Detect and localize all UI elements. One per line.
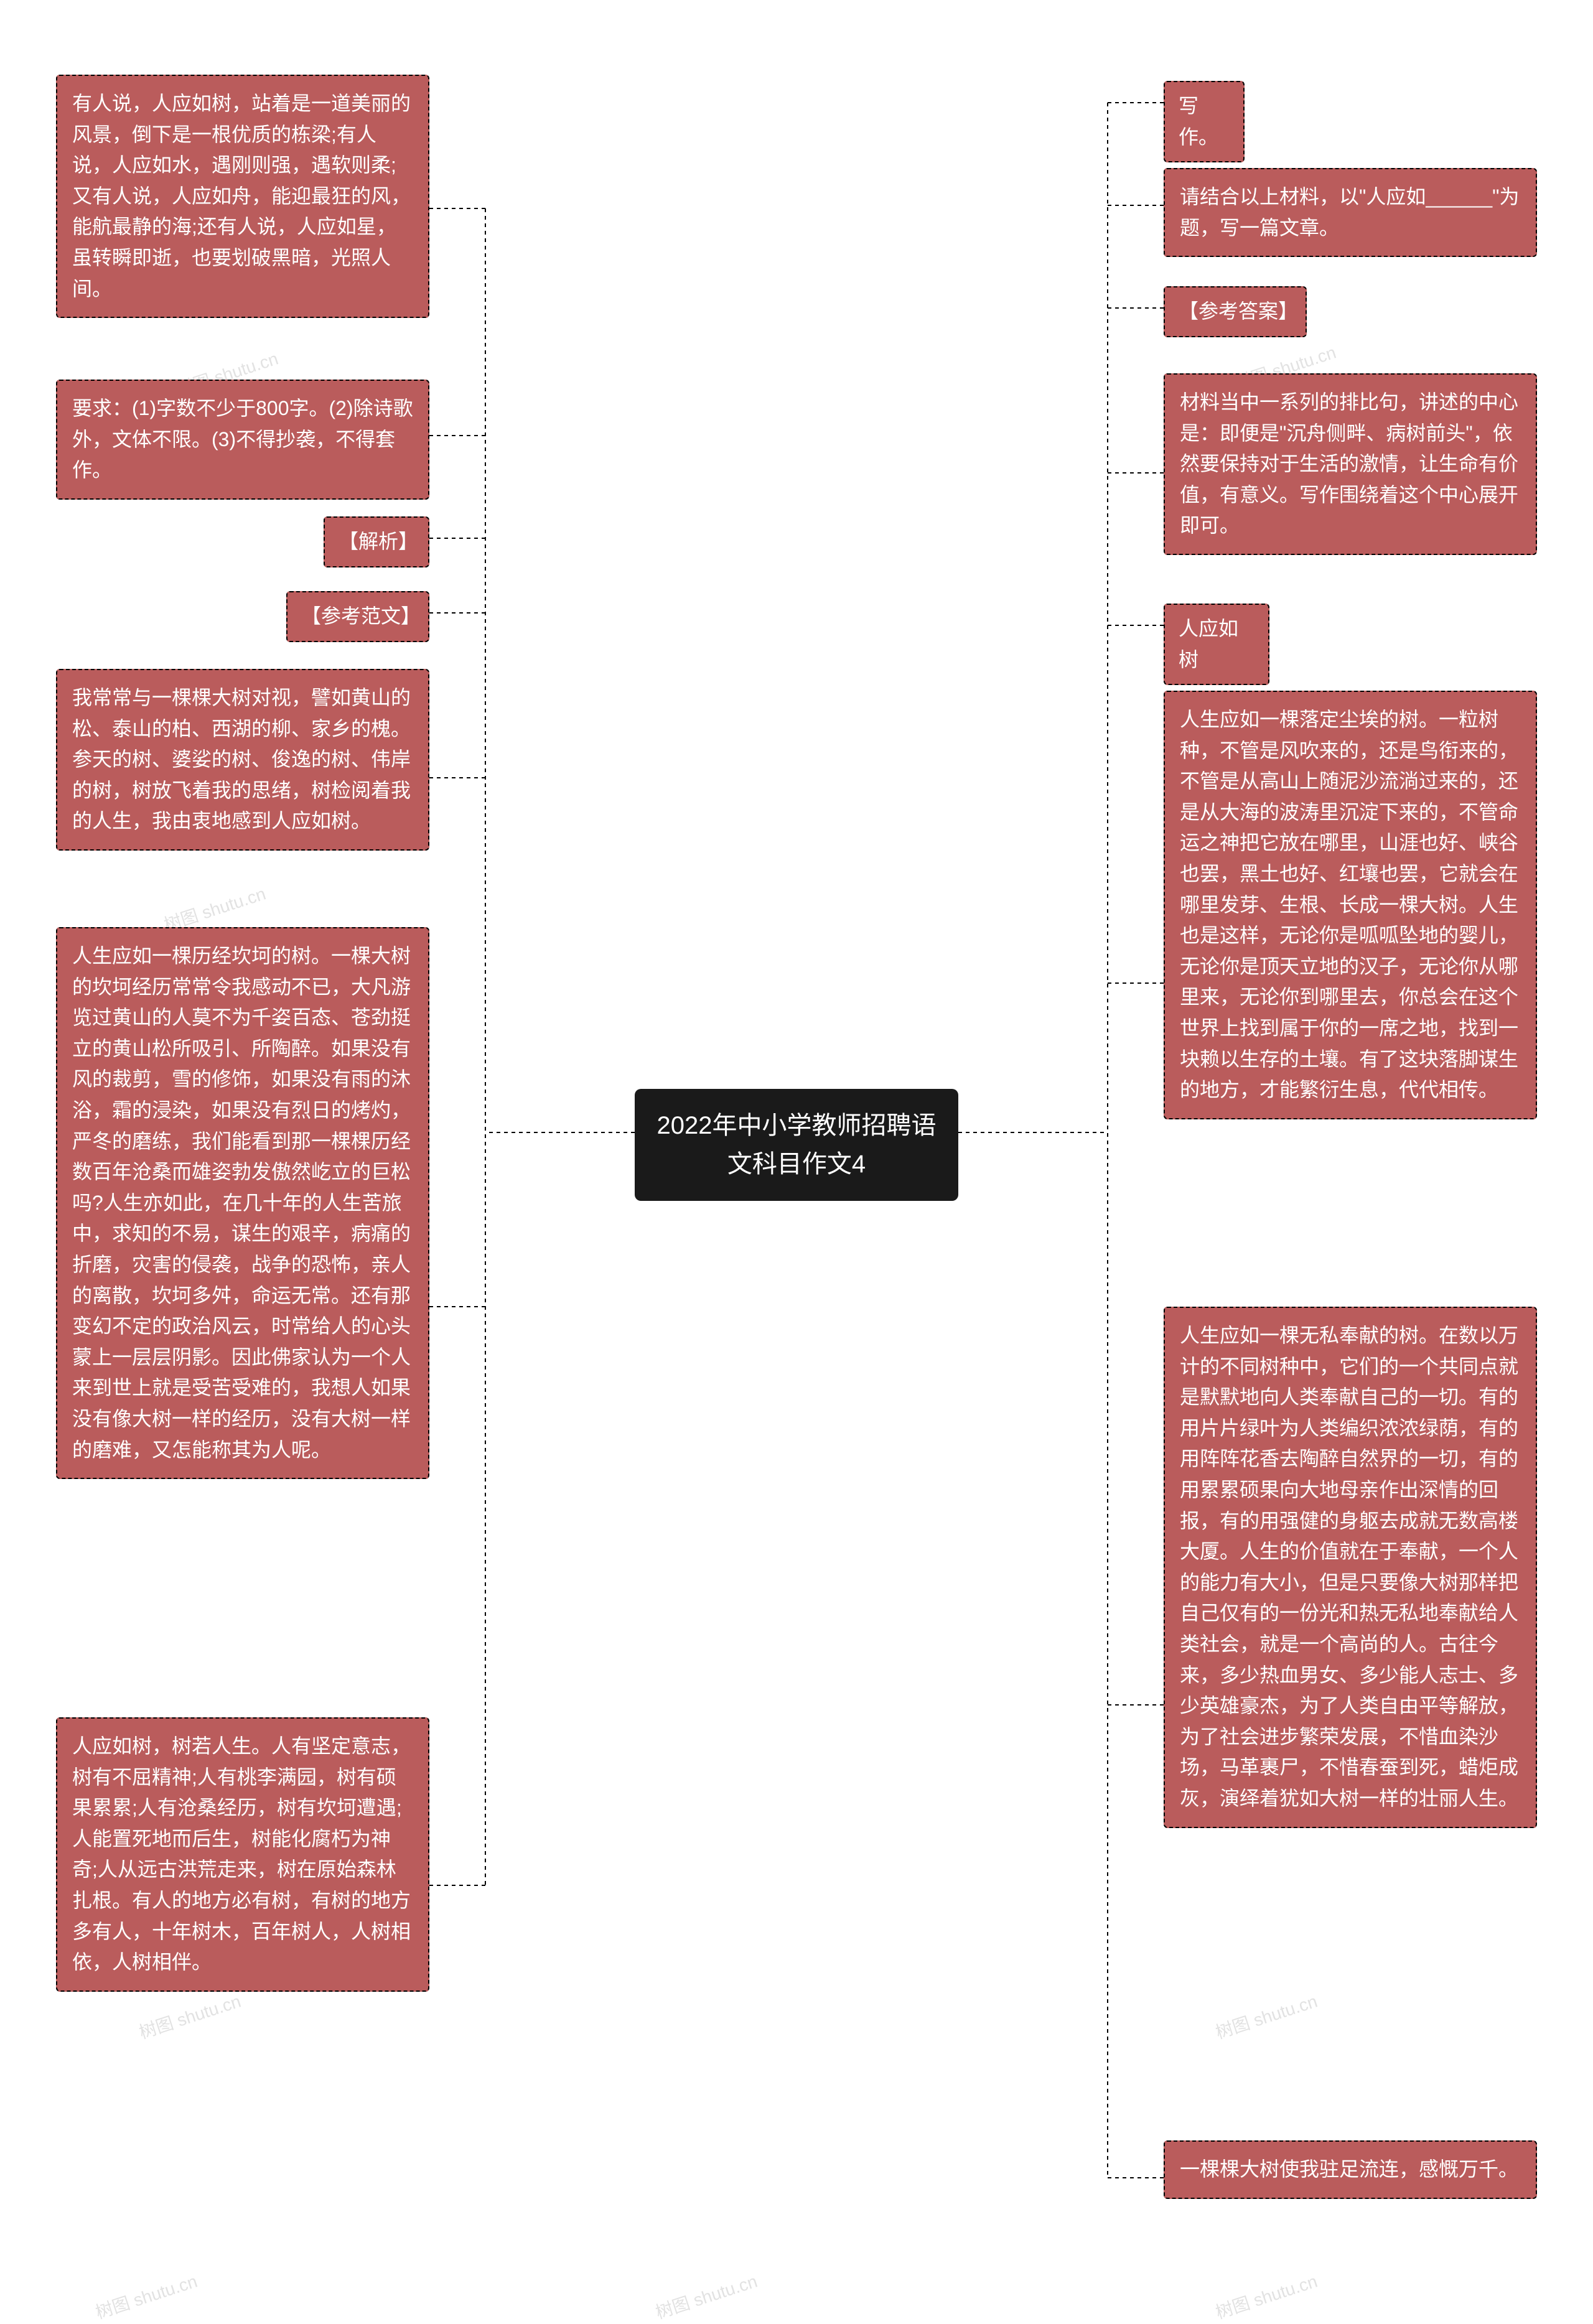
left-node-6: 人生应如一棵历经坎坷的树。一棵大树的坎坷经历常常令我感动不已，大凡游览过黄山的人… [56, 927, 429, 1479]
right-node-2: 请结合以上材料，以"人应如______"为题，写一篇文章。 [1164, 168, 1537, 257]
right-node-4: 材料当中一系列的排比句，讲述的中心是：即便是"沉舟侧畔、病树前头"，依然要保持对… [1164, 373, 1537, 555]
right-node-1: 写作。 [1164, 81, 1245, 162]
watermark: 树图 shutu.cn [1212, 2268, 1320, 2324]
right-node-8: 一棵棵大树使我驻足流连，感慨万千。 [1164, 2140, 1537, 2199]
center-node: 2022年中小学教师招聘语文科目作文4 [635, 1089, 958, 1201]
right-node-7: 人生应如一棵无私奉献的树。在数以万计的不同树种中，它们的一个共同点就是默默地向人… [1164, 1307, 1537, 1828]
watermark: 树图 shutu.cn [1212, 1988, 1320, 2044]
left-node-7: 人应如树，树若人生。人有坚定意志，树有不屈精神;人有桃李满园，树有硕果累累;人有… [56, 1717, 429, 1992]
watermark: 树图 shutu.cn [652, 2268, 760, 2324]
left-node-5: 我常常与一棵棵大树对视，譬如黄山的松、泰山的柏、西湖的柳、家乡的槐。参天的树、婆… [56, 669, 429, 851]
left-node-3: 【解析】 [324, 516, 429, 567]
mindmap-canvas: 2022年中小学教师招聘语文科目作文4 有人说，人应如树，站着是一道美丽的风景，… [0, 0, 1593, 2309]
right-node-3: 【参考答案】 [1164, 286, 1307, 337]
left-node-4: 【参考范文】 [286, 591, 429, 642]
watermark: 树图 shutu.cn [136, 1988, 244, 2044]
watermark: 树图 shutu.cn [92, 2268, 200, 2324]
left-node-2: 要求：(1)字数不少于800字。(2)除诗歌外，文体不限。(3)不得抄袭，不得套… [56, 380, 429, 500]
left-node-1: 有人说，人应如树，站着是一道美丽的风景，倒下是一根优质的栋梁;有人说，人应如水，… [56, 75, 429, 318]
right-node-5: 人应如树 [1164, 604, 1269, 685]
right-node-6: 人生应如一棵落定尘埃的树。一粒树种，不管是风吹来的，还是鸟衔来的，不管是从高山上… [1164, 691, 1537, 1119]
